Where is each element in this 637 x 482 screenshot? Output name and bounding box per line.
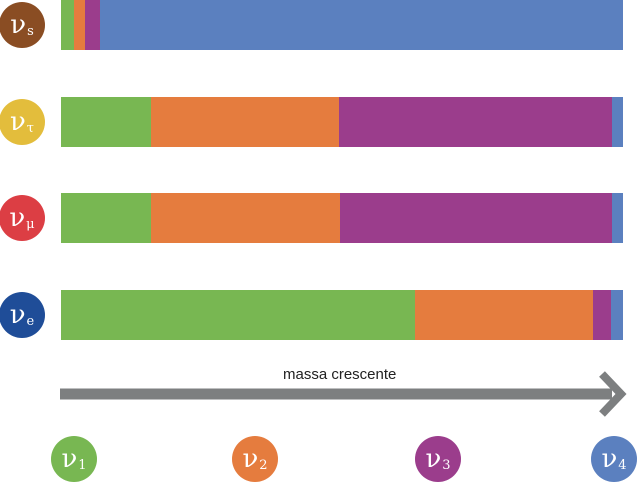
bar-segment-ν4-νμ — [611, 193, 623, 243]
mass-subscript: 2 — [259, 457, 268, 473]
bar-segment-ν3-ντ — [339, 97, 612, 147]
bar-segment-ν3-νe — [592, 290, 611, 340]
flavor-symbol: ν — [9, 203, 26, 233]
flavor-subscript: μ — [26, 216, 35, 232]
flavor-subscript: τ — [26, 120, 34, 136]
bar-segment-ν2-νμ — [150, 193, 341, 243]
bar-segment-ν3-νs — [85, 0, 101, 50]
flavor-symbol: ν — [9, 107, 26, 137]
bar-segment-ν3-νμ — [340, 193, 612, 243]
flavor-subscript: e — [26, 313, 35, 329]
mass-symbol: ν — [425, 444, 442, 474]
arrow-head — [599, 371, 627, 417]
bar-segment-ν1-νμ — [61, 193, 151, 243]
bar-segment-ν1-ντ — [61, 97, 151, 147]
mass-subscript: 3 — [442, 457, 451, 473]
bar-segment-ν1-νe — [61, 290, 416, 340]
bar-segment-ν4-ντ — [611, 97, 623, 147]
bar-row-2 — [61, 193, 623, 243]
flavor-subscript: s — [27, 23, 34, 39]
mass-subscript: 4 — [618, 457, 627, 473]
bar-segment-ν4-νs — [100, 0, 623, 50]
bar-row-3 — [61, 290, 623, 340]
mass-symbol: ν — [242, 444, 259, 474]
mass-arrow-icon — [60, 371, 627, 417]
flavor-symbol: ν — [10, 10, 27, 40]
flavor-symbol: ν — [9, 300, 26, 330]
bar-segment-ν2-νe — [415, 290, 593, 340]
mass-subscript: 1 — [78, 457, 87, 473]
bar-segment-ν1-νs — [61, 0, 74, 50]
bar-segment-ν2-ντ — [150, 97, 340, 147]
arrow-label: massa crescente — [283, 366, 397, 383]
bar-segment-ν2-νs — [73, 0, 86, 50]
bar-row-0 — [61, 0, 623, 50]
bar-segment-ν4-νe — [610, 290, 623, 340]
mass-symbol: ν — [601, 444, 618, 474]
bar-row-1 — [61, 97, 623, 147]
mass-symbol: ν — [61, 444, 78, 474]
